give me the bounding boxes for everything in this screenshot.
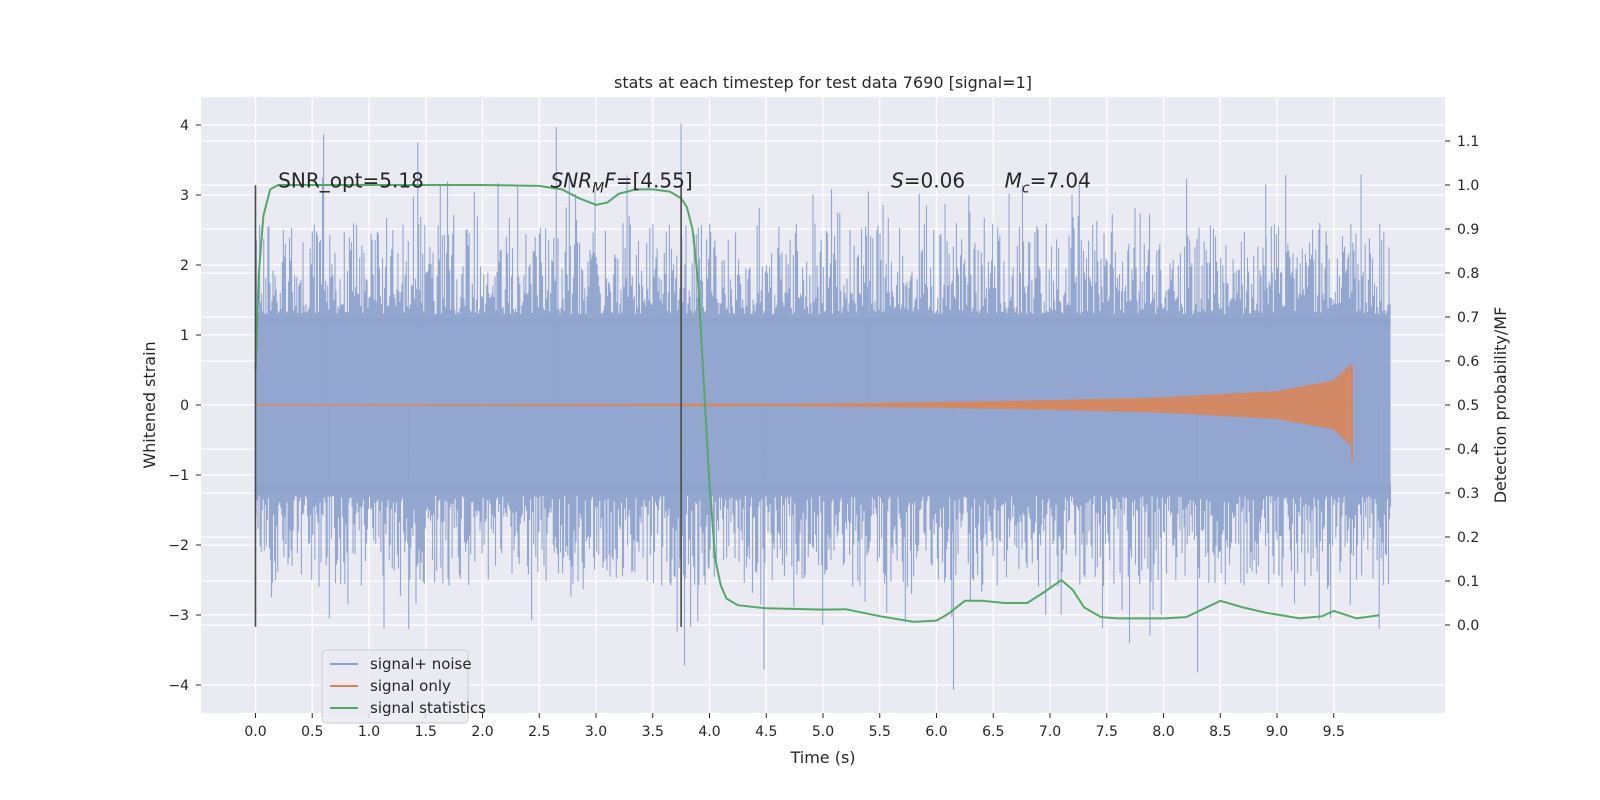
y-tick-label: −4	[168, 678, 189, 694]
x-tick-label: 3.0	[585, 724, 607, 740]
chart-title: stats at each timestep for test data 769…	[614, 73, 1032, 92]
y-tick-label: 4	[180, 118, 189, 134]
annotation-text: S=0.06	[891, 168, 965, 192]
y-axis-label: Whitened strain	[140, 341, 159, 468]
y-axis-right: 1.1 1.0 0.9 0.8 0.7 0.6 0.5 0.4 0.3 0.2 0.1 0.0	[1445, 134, 1479, 634]
y-tick-label: 1	[180, 328, 189, 344]
x-axis: 0.0 0.5 1.0 1.5 2.0 2.5 3.0 3.5 4.0 4.5 5.0 5.5 6.0 6…	[244, 713, 1345, 740]
series-layer	[254, 123, 1392, 690]
y-right-tick-label: 0.6	[1457, 354, 1479, 370]
x-tick-label: 9.0	[1266, 724, 1288, 740]
y-right-tick-label: 0.7	[1457, 310, 1479, 326]
y-tick-label: −1	[168, 468, 189, 484]
legend-label: signal only	[370, 677, 451, 695]
legend: signal+ noise signal only signal statistic…	[321, 649, 486, 724]
y-right-tick-label: 0.0	[1457, 618, 1479, 634]
x-tick-label: 5.5	[869, 724, 891, 740]
y-right-tick-label: 1.0	[1457, 178, 1479, 194]
y-axis-right-label: Detection probability/MF	[1491, 307, 1510, 504]
y-tick-label: 3	[180, 188, 189, 204]
y-right-tick-label: 0.3	[1457, 486, 1479, 502]
x-tick-label: 5.0	[812, 724, 834, 740]
x-tick-label: 2.5	[528, 724, 550, 740]
x-tick-label: 7.5	[1096, 724, 1118, 740]
y-right-tick-label: 0.8	[1457, 266, 1479, 282]
x-tick-label: 8.5	[1209, 724, 1231, 740]
x-tick-label: 0.0	[244, 724, 266, 740]
x-tick-label: 8.0	[1152, 724, 1174, 740]
y-right-tick-label: 0.2	[1457, 530, 1479, 546]
y-right-tick-label: 0.9	[1457, 222, 1479, 238]
annotation-text: SNRMF=[4.55]	[551, 168, 693, 196]
y-tick-label: 0	[180, 398, 189, 414]
legend-label: signal statistics	[370, 699, 486, 717]
legend-box	[321, 649, 469, 724]
x-tick-label: 4.0	[698, 724, 720, 740]
statistics-series-line	[254, 184, 1380, 623]
y-tick-label: 2	[180, 258, 189, 274]
y-right-tick-label: 0.1	[1457, 574, 1479, 590]
y-tick-label: −2	[168, 538, 189, 554]
y-axis: 4 3 2 1 0 −1 −2 −3 −4	[168, 118, 201, 694]
x-tick-label: 1.0	[358, 724, 380, 740]
annotations: SNR_opt=5.18 SNRMF=[4.55] S=0.06 Mc=7.04	[278, 168, 1091, 196]
legend-label: signal+ noise	[370, 655, 472, 673]
y-right-tick-label: 0.5	[1457, 398, 1479, 414]
x-tick-label: 3.5	[642, 724, 664, 740]
x-tick-label: 1.5	[415, 724, 437, 740]
y-tick-label: −3	[168, 608, 189, 624]
x-tick-label: 9.5	[1323, 724, 1345, 740]
y-right-tick-label: 0.4	[1457, 442, 1479, 458]
x-tick-label: 4.5	[755, 724, 777, 740]
x-tick-label: 2.0	[471, 724, 493, 740]
x-axis-label: Time (s)	[789, 748, 855, 767]
x-tick-label: 7.0	[1039, 724, 1061, 740]
marker-lines	[254, 185, 682, 627]
annotation-text: Mc=7.04	[1005, 168, 1091, 196]
x-tick-label: 0.5	[301, 724, 323, 740]
x-tick-label: 6.0	[925, 724, 947, 740]
annotation-text: SNR_opt=5.18	[278, 168, 424, 192]
y-right-tick-label: 1.1	[1457, 134, 1479, 150]
x-tick-label: 6.5	[982, 724, 1004, 740]
